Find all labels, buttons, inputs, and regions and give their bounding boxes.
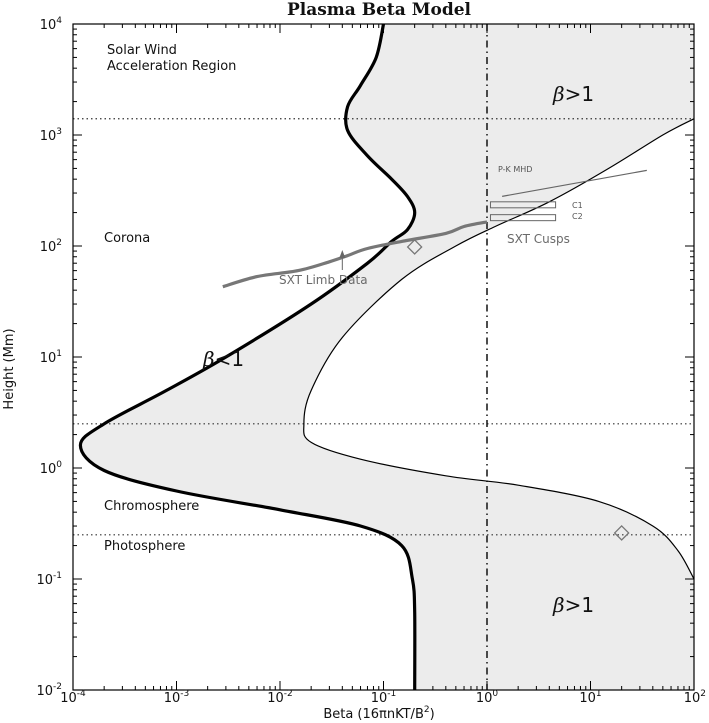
- y-tick-labels: 10-2 10-1 100 101 102 103 104: [36, 16, 62, 699]
- label-c2: C2: [572, 212, 583, 221]
- diamond-marker: [613, 525, 630, 541]
- sxt-limb-data-curve: [222, 220, 488, 289]
- y-tick-label: 10-2: [36, 682, 62, 699]
- beta-lt-1: β<1: [202, 347, 244, 371]
- label-c1: C1: [572, 201, 583, 210]
- y-tick-label: 102: [40, 238, 62, 255]
- c1-box: [489, 201, 557, 209]
- x-tick-label: 100: [476, 689, 499, 706]
- label-corona: Corona: [104, 231, 150, 246]
- right-boundary-curve: [303, 118, 695, 580]
- x-tick-label: 10-3: [164, 689, 190, 706]
- c2-box: [489, 214, 557, 222]
- axis-ticks: [72, 23, 695, 691]
- x-tick-label: 10-2: [267, 689, 293, 706]
- label-solar-wind: Solar Wind: [107, 43, 177, 58]
- y-axis-label: Height (Mm): [2, 328, 17, 409]
- left-boundary-curve: [78, 23, 417, 691]
- y-tick-label: 100: [40, 460, 63, 477]
- label-sxt-limb-data: SXT Limb Data: [279, 273, 368, 287]
- y-tick-label: 103: [40, 127, 62, 144]
- label-acceleration-region: Acceleration Region: [107, 59, 236, 74]
- x-tick-label: 10-4: [60, 689, 86, 706]
- beta-gt-1-lower: β>1: [552, 593, 594, 617]
- plot-area: [73, 23, 695, 691]
- label-chromosphere: Chromosphere: [104, 499, 199, 514]
- label-sxt-cusps: SXT Cusps: [507, 232, 570, 246]
- x-tick-label: 101: [579, 689, 601, 706]
- shaded-beta-region: [80, 24, 694, 690]
- x-axis-label: Beta (16πnKT/B2): [323, 705, 434, 722]
- label-pk-mhd: P-K MHD: [498, 165, 532, 174]
- y-tick-label: 10-1: [36, 571, 62, 588]
- diamond-markers: [406, 239, 630, 541]
- label-photosphere: Photosphere: [104, 539, 185, 554]
- y-tick-label: 101: [40, 349, 62, 366]
- chart-title: Plasma Beta Model: [287, 0, 472, 20]
- beta-gt-1-upper: β>1: [552, 82, 594, 106]
- y-tick-label: 104: [40, 16, 63, 33]
- diamond-marker: [406, 239, 423, 255]
- pk-mhd-line: [502, 169, 647, 197]
- x-tick-labels: 10-4 10-3 10-2 10-1 100 101 102: [60, 689, 706, 706]
- x-tick-label: 102: [684, 689, 706, 706]
- sxt-limb-arrowhead: [339, 250, 346, 258]
- x-tick-label: 10-1: [371, 689, 397, 706]
